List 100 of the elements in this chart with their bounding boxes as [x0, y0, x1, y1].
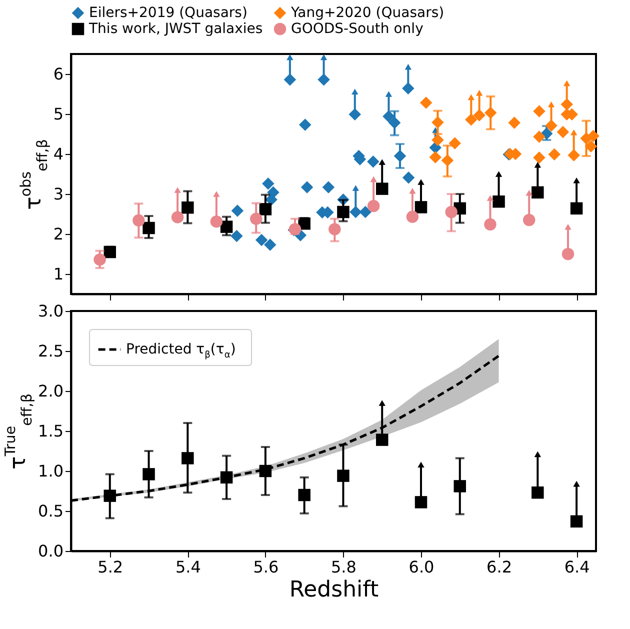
legend-label: GOODS-South only — [291, 21, 424, 37]
point — [259, 203, 272, 216]
point — [406, 210, 419, 223]
point — [533, 105, 546, 118]
point — [441, 154, 454, 167]
point — [382, 110, 395, 123]
point — [322, 181, 335, 194]
y-tick-label: 0.0 — [38, 542, 64, 560]
point — [584, 140, 598, 153]
point — [328, 223, 341, 236]
point — [376, 182, 388, 195]
x-tick-label: 6.4 — [564, 558, 590, 576]
y-tick-label: 4 — [53, 144, 64, 164]
y-tick-label: 2 — [53, 224, 64, 244]
point — [484, 106, 497, 119]
legend-label: Eilers+2019 (Quasars) — [89, 5, 248, 21]
point — [230, 230, 243, 242]
point — [570, 515, 583, 528]
point — [432, 116, 444, 129]
point — [348, 108, 362, 121]
y-tick-label: 1 — [53, 264, 64, 284]
point — [259, 464, 272, 478]
y-tick-label: 5 — [53, 104, 64, 124]
point — [250, 212, 262, 225]
x-tick-label: 5.4 — [175, 558, 201, 576]
point — [568, 149, 580, 162]
point — [533, 130, 546, 143]
point — [508, 116, 520, 129]
legend-label: This work, JWST galaxies — [88, 21, 263, 37]
point — [300, 181, 314, 194]
y-tick-label: 0.5 — [38, 502, 64, 520]
point — [367, 200, 380, 212]
point — [210, 215, 223, 228]
point — [556, 126, 570, 138]
point — [142, 222, 155, 234]
point — [264, 238, 276, 251]
point — [545, 119, 558, 132]
point — [94, 253, 106, 266]
point — [262, 177, 274, 190]
point — [388, 116, 401, 129]
point — [548, 148, 561, 161]
point — [142, 468, 155, 480]
legend-label: Yang+2020 (Quasars) — [290, 5, 444, 21]
point — [350, 206, 362, 218]
point — [104, 490, 116, 502]
point — [394, 150, 406, 162]
point — [432, 134, 444, 146]
point — [560, 98, 573, 111]
x-tick-label: 6.0 — [408, 558, 434, 576]
point — [402, 82, 414, 95]
y-tick-label: 1.0 — [38, 462, 64, 480]
y-tick-label: 1.5 — [38, 422, 64, 440]
point — [445, 206, 458, 218]
point — [533, 151, 546, 164]
point — [284, 73, 296, 86]
x-axis-title: Redshift — [289, 578, 380, 602]
point — [359, 206, 372, 218]
y-tick-label: 3.0 — [38, 302, 64, 320]
point — [367, 155, 380, 168]
point — [298, 488, 310, 502]
point — [420, 96, 432, 109]
point — [182, 452, 194, 464]
point — [473, 109, 486, 122]
x-tick-label: 5.2 — [98, 558, 124, 576]
y-tick-label: 3 — [53, 184, 64, 204]
point — [132, 214, 145, 227]
point — [231, 204, 244, 217]
point — [570, 202, 583, 215]
point — [318, 73, 330, 86]
point — [337, 470, 350, 482]
point — [402, 171, 415, 184]
point — [414, 201, 428, 214]
y-tick-label: 2.0 — [38, 382, 64, 400]
point — [522, 214, 536, 226]
point — [182, 201, 194, 214]
point — [454, 480, 466, 492]
x-tick-label: 5.6 — [253, 558, 279, 576]
point — [465, 113, 478, 126]
point — [562, 248, 574, 260]
point — [429, 151, 442, 164]
y-tick-label: 6 — [53, 64, 64, 84]
legend-label: Predicted τ$_{β}$(τ$_{α}$) — [126, 342, 236, 361]
point — [337, 206, 350, 218]
point — [298, 118, 312, 131]
point — [104, 246, 116, 258]
point — [587, 130, 600, 142]
y-tick-label: 2.5 — [38, 342, 64, 360]
point — [448, 137, 461, 150]
point — [414, 496, 428, 508]
x-tick-label: 6.2 — [486, 558, 512, 576]
point — [220, 220, 233, 233]
point — [255, 234, 268, 246]
point — [171, 211, 184, 224]
point — [492, 195, 505, 208]
point — [484, 218, 496, 231]
point — [376, 434, 388, 446]
point — [220, 471, 233, 484]
point — [532, 486, 544, 499]
point — [532, 186, 544, 199]
x-tick-label: 5.8 — [330, 558, 356, 576]
